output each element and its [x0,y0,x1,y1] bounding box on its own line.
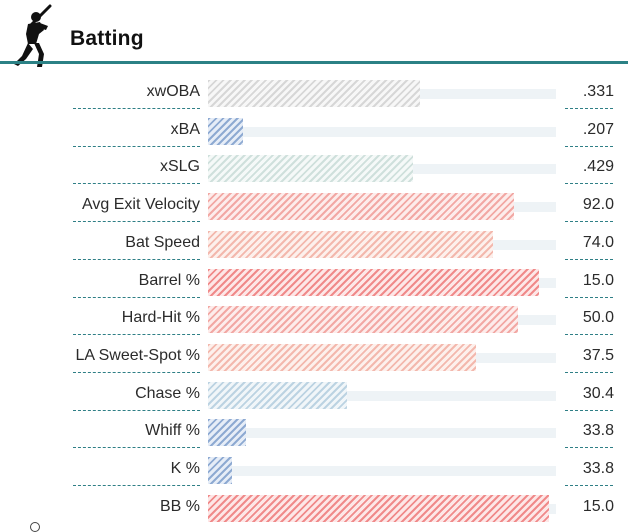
row-divider-right [565,447,613,449]
metric-label: xSLG [159,158,200,176]
metric-label: Chase % [135,384,200,402]
metric-value: .207 [582,120,614,138]
metric-value: 15.0 [582,497,614,515]
metric-bar-fill [208,230,493,258]
row-divider-right [565,108,613,109]
metric-value: 92.0 [582,196,614,214]
metric-row: Avg Exit Velocity 92.0 [0,188,628,226]
row-divider-right [565,485,613,486]
row-divider-right [565,334,613,336]
metric-bar-fill [208,343,476,371]
metric-bar-fill [208,381,347,409]
footer-mark [30,522,40,532]
metric-bar-fill [208,117,243,145]
metric-value: 74.0 [582,233,614,251]
row-divider-left [73,409,200,411]
metric-bar-track [208,126,556,137]
metric-value: 15.0 [582,271,614,289]
header-divider [0,61,628,64]
metric-bar-fill [208,268,539,296]
metric-value: 50.0 [582,309,614,327]
metric-label: Avg Exit Velocity [82,196,200,214]
metric-value: 37.5 [582,346,614,364]
metric-bar-fill [208,193,514,221]
row-divider-left [73,221,200,223]
metric-bar-track [208,428,556,439]
metric-bar-track [208,390,556,401]
row-divider-right [565,371,613,373]
metric-row: Chase % 30.4 [0,377,628,415]
row-divider-left [73,183,200,185]
metric-label: BB % [159,497,200,515]
row-divider-left [73,447,200,449]
metric-label: Bat Speed [125,233,200,251]
row-divider-right [565,145,613,147]
metric-row: LA Sweet-Spot % 37.5 [0,339,628,377]
metric-bar-fill [208,419,246,447]
row-divider-right [565,221,613,223]
metric-bar-fill [208,457,232,484]
metric-label: LA Sweet-Spot % [75,346,200,364]
row-divider-right [565,296,613,298]
row-divider-right [565,258,613,260]
row-divider-left [73,296,200,298]
row-divider-right [565,183,613,185]
metric-bar-fill [208,494,549,522]
metric-row: BB % 15.0 [0,490,628,528]
metric-row: Hard-Hit % 50.0 [0,301,628,339]
metric-label: Barrel % [138,271,200,289]
metric-label: xBA [170,120,200,138]
section-title: Batting [70,27,144,50]
metric-row: Bat Speed 74.0 [0,226,628,264]
row-divider-left [73,145,200,147]
row-divider-left [73,485,200,486]
metric-row: xBA .207 [0,113,628,151]
metric-bar-fill [208,155,413,183]
row-divider-right [565,409,613,411]
metric-value: .331 [582,83,614,100]
metric-value: .429 [582,158,614,176]
section-header: Batting [0,0,628,70]
metric-label: xwOBA [146,83,200,100]
metric-row: Whiff % 33.8 [0,414,628,452]
metric-row: Barrel % 15.0 [0,264,628,302]
metric-bar-track [208,466,556,476]
metric-row: xwOBA .331 [0,75,628,113]
row-divider-left [73,258,200,260]
metric-value: 33.8 [582,460,614,477]
batter-silhouette-icon [14,4,52,67]
metric-value: 33.8 [582,422,614,440]
metric-value: 30.4 [582,384,614,402]
row-divider-left [73,108,200,109]
metric-label: K % [170,460,200,477]
metric-bar-fill [208,80,420,107]
metric-label: Whiff % [145,422,200,440]
metric-row: K % 33.8 [0,452,628,490]
metric-label: Hard-Hit % [121,309,200,327]
metric-row: xSLG .429 [0,150,628,188]
metric-bar-fill [208,306,518,334]
row-divider-left [73,334,200,336]
row-divider-left [73,371,200,373]
